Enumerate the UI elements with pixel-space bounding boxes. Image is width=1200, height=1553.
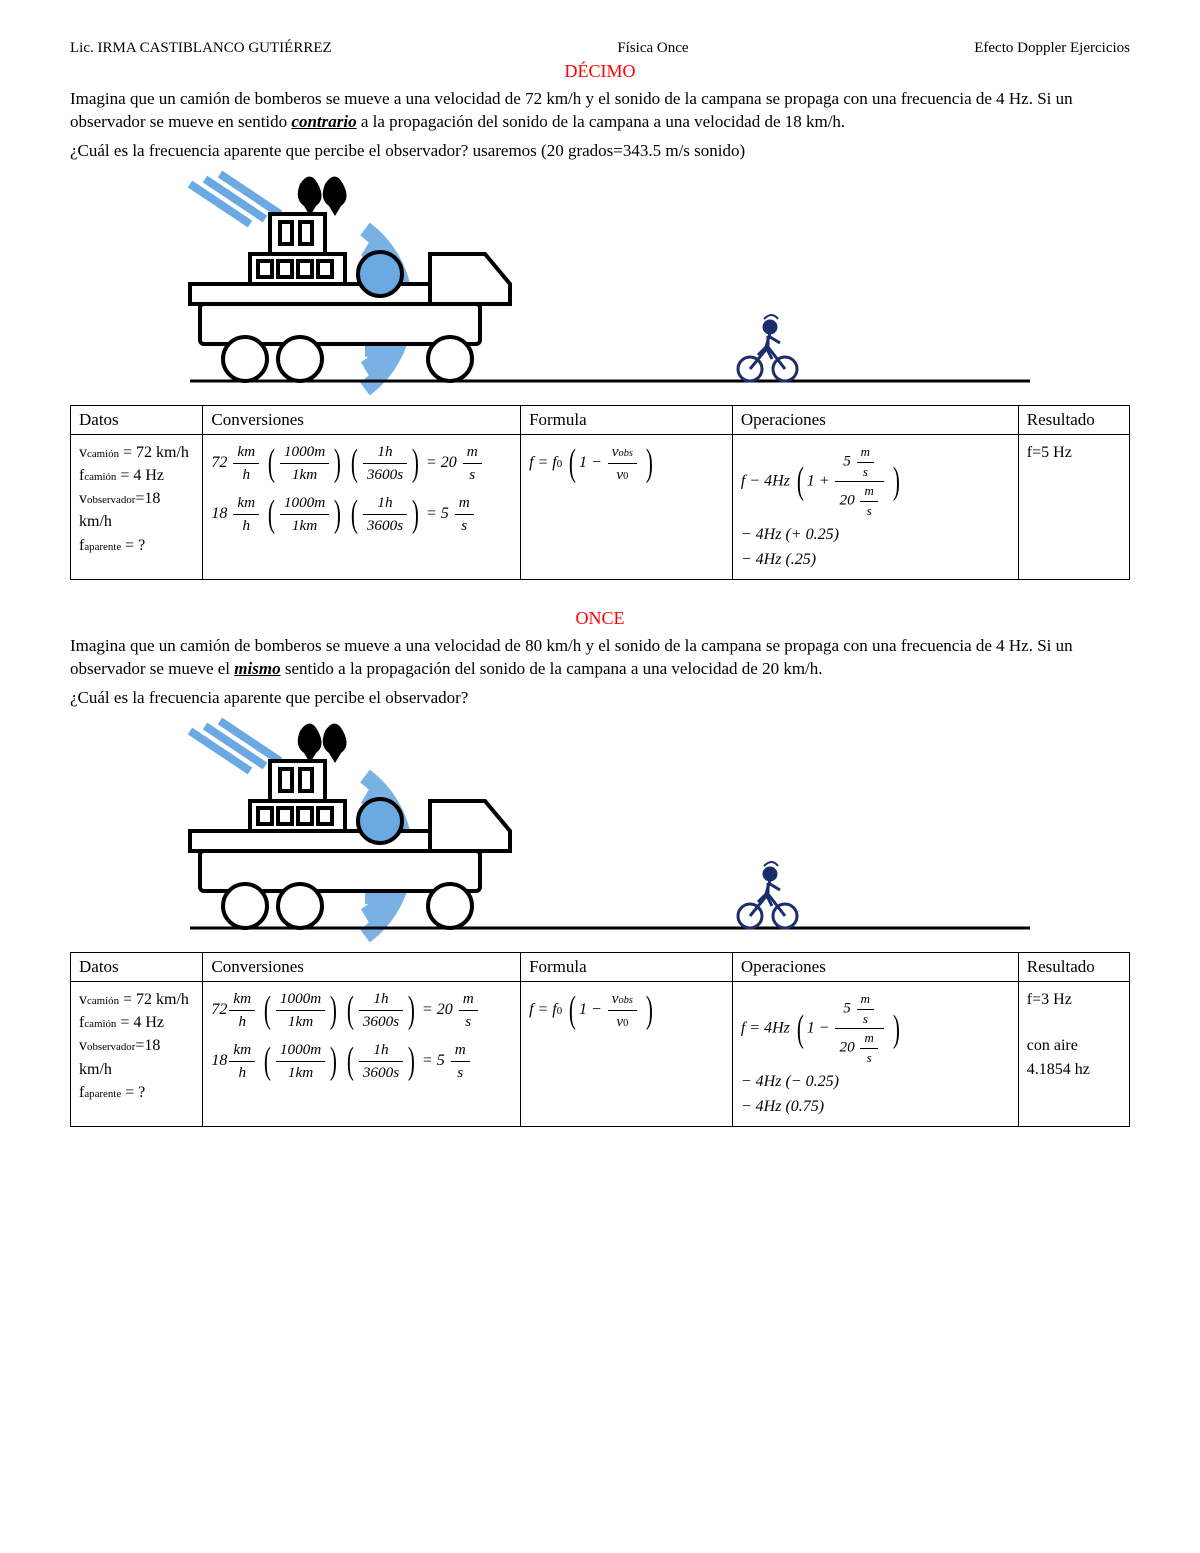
solution-table-once: Datos Conversiones Formula Operaciones R… <box>70 952 1130 1127</box>
cell-formula: f = f0 (1 − vobsv0 ) <box>521 981 733 1126</box>
th-resultado: Resultado <box>1018 405 1129 434</box>
section-title-decimo: DÉCIMO <box>70 61 1130 82</box>
op2-line2: − 4Hz (− 0.25) <box>741 1070 1010 1093</box>
problem2-part-b: sentido a la propagación del sonido de l… <box>285 659 823 678</box>
header-left: Lic. IRMA CASTIBLANCO GUTIÉRREZ <box>70 40 332 57</box>
problem1-part-b: a la propagación del sonido de la campan… <box>361 112 845 131</box>
cell-datos: vcamión = 72 km/h fcamión = 4 Hz vobserv… <box>71 981 203 1126</box>
resultado2-l2: con aire 4.1854 hz <box>1027 1037 1090 1077</box>
resultado2-l1: f=3 Hz <box>1027 991 1072 1008</box>
table-header-row: Datos Conversiones Formula Operaciones R… <box>71 952 1130 981</box>
conv2-rhs2: 5 <box>437 1052 445 1069</box>
table-data-row: vcamión = 72 km/h fcamión = 4 Hz vobserv… <box>71 981 1130 1126</box>
problem2-emphasis: mismo <box>234 659 280 678</box>
illustration-once <box>70 716 1130 946</box>
table-data-row: vcamión = 72 km/h fcamión = 4 Hz vobserv… <box>71 434 1130 579</box>
truck-bike-svg <box>70 169 1130 399</box>
conv2-rhs1: 20 <box>437 1001 453 1018</box>
cell-operaciones: f − 4Hz (1 + 5 ms 20 ms ) − 4Hz (+ 0.25)… <box>732 434 1018 579</box>
th-formula: Formula <box>521 952 733 981</box>
illustration-decimo <box>70 169 1130 399</box>
header-center: Física Once <box>617 40 688 57</box>
conv-prefix2: 18 <box>211 505 227 522</box>
cell-operaciones: f = 4Hz (1 − 5 ms 20 ms ) − 4Hz (− 0.25)… <box>732 981 1018 1126</box>
problem1-question: ¿Cuál es la frecuencia aparente que perc… <box>70 140 1130 163</box>
cell-datos: vcamión = 72 km/h fcamión = 4 Hz vobserv… <box>71 434 203 579</box>
op-line2: − 4Hz (+ 0.25) <box>741 523 1010 546</box>
cell-conversiones: 72 kmh (1000m1km) (1h3600s) = 20 ms 18 k… <box>203 434 521 579</box>
cell-resultado: f=3 Hz con aire 4.1854 hz <box>1018 981 1129 1126</box>
th-datos: Datos <box>71 405 203 434</box>
op-line3: − 4Hz (.25) <box>741 548 1010 571</box>
cell-resultado: f=5 Hz <box>1018 434 1129 579</box>
th-conversiones: Conversiones <box>203 405 521 434</box>
problem1-emphasis: contrario <box>291 112 356 131</box>
op2-line1-lhs: f = 4Hz <box>741 1020 790 1037</box>
table-header-row: Datos Conversiones Formula Operaciones R… <box>71 405 1130 434</box>
th-operaciones: Operaciones <box>732 952 1018 981</box>
conv-rhs2: 5 <box>441 505 449 522</box>
problem2-question: ¿Cuál es la frecuencia aparente que perc… <box>70 687 1130 710</box>
th-conversiones: Conversiones <box>203 952 521 981</box>
op-line1-lhs: f − 4Hz <box>741 472 790 489</box>
th-operaciones: Operaciones <box>732 405 1018 434</box>
solution-table-decimo: Datos Conversiones Formula Operaciones R… <box>70 405 1130 580</box>
th-datos: Datos <box>71 952 203 981</box>
header-right: Efecto Doppler Ejercicios <box>974 40 1130 57</box>
th-formula: Formula <box>521 405 733 434</box>
cell-formula: f = f0 (1 − vobsv0 ) <box>521 434 733 579</box>
cell-conversiones: 72kmh (1000m1km) (1h3600s) = 20 ms 18kmh… <box>203 981 521 1126</box>
conv-rhs1: 20 <box>441 454 457 471</box>
problem2-text: Imagina que un camión de bomberos se mue… <box>70 635 1130 681</box>
th-resultado: Resultado <box>1018 952 1129 981</box>
problem1-text: Imagina que un camión de bomberos se mue… <box>70 88 1130 134</box>
truck-bike-svg-2 <box>70 716 1130 946</box>
page-header: Lic. IRMA CASTIBLANCO GUTIÉRREZ Física O… <box>70 40 1130 57</box>
conv-prefix1: 72 <box>211 454 227 471</box>
section-title-once: ONCE <box>70 608 1130 629</box>
op2-line3: − 4Hz (0.75) <box>741 1095 1010 1118</box>
